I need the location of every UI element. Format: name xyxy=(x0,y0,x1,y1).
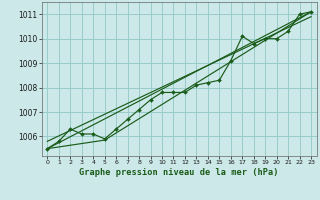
X-axis label: Graphe pression niveau de la mer (hPa): Graphe pression niveau de la mer (hPa) xyxy=(79,168,279,177)
